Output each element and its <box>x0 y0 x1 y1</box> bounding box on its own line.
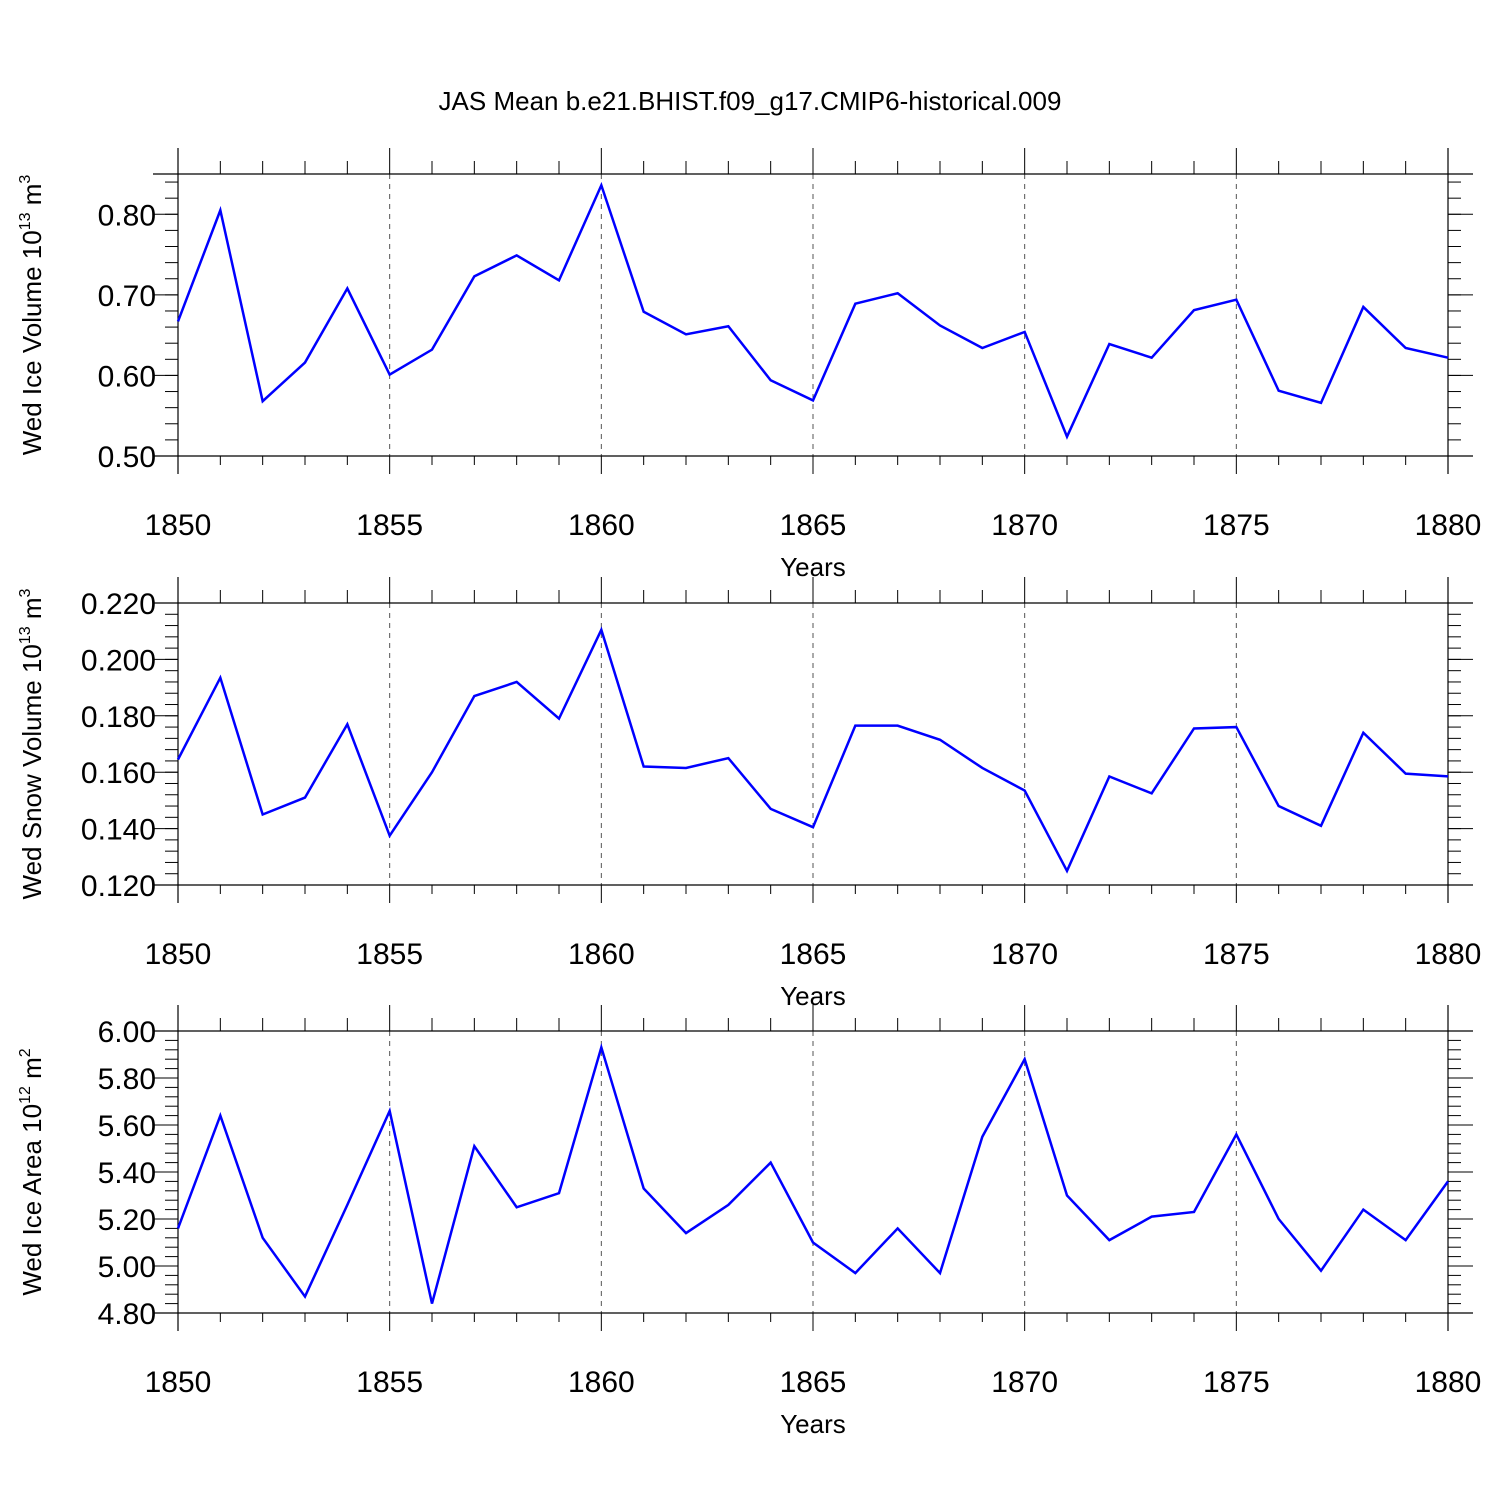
x-tick-label: 1880 <box>1415 938 1482 971</box>
y-axis-label: Wed Ice Area 1012 m2 <box>17 1048 47 1295</box>
x-tick-label: 1860 <box>568 1366 635 1399</box>
y-axis-label: Wed Snow Volume 1013 m3 <box>17 588 47 899</box>
y-tick-label: 0.200 <box>81 644 156 677</box>
x-tick-label: 1855 <box>356 1366 423 1399</box>
x-tick-label: 1875 <box>1203 938 1270 971</box>
x-tick-label: 1865 <box>780 1366 847 1399</box>
x-tick-label: 1880 <box>1415 509 1482 542</box>
x-tick-label: 1850 <box>145 509 212 542</box>
y-tick-label: 0.140 <box>81 814 156 847</box>
x-tick-label: 1880 <box>1415 1366 1482 1399</box>
panel-3: 4.80 5.00 5.20 5.40 5.60 5.80 6.00 1850 1855 1860… <box>17 1005 1481 1439</box>
x-tick-label: 1870 <box>991 1366 1058 1399</box>
figure-title: JAS Mean b.e21.BHIST.f09_g17.CMIP6-histo… <box>439 86 1062 116</box>
y-tick-label: 6.00 <box>98 1016 156 1049</box>
panels-group: 0.50 0.60 0.70 0.80 1850 1855 1860 1865 1870 1875… <box>17 148 1481 1439</box>
y-tick-label: 0.60 <box>98 360 156 393</box>
y-axis-label: Wed Ice Volume 1013 m3 <box>17 175 47 456</box>
y-tick-label: 0.80 <box>98 199 156 232</box>
y-tick-label: 0.180 <box>81 701 156 734</box>
x-tick-label: 1865 <box>780 938 847 971</box>
series-line <box>176 181 1449 440</box>
y-tick-label: 0.120 <box>81 870 156 903</box>
x-tick-label: 1850 <box>145 938 212 971</box>
y-tick-label: 0.220 <box>81 588 156 621</box>
series-line <box>176 626 1449 874</box>
x-tick-label: 1875 <box>1203 1366 1270 1399</box>
y-tick-label: 5.40 <box>98 1157 156 1190</box>
x-tick-label: 1865 <box>780 509 847 542</box>
panel-1: 0.50 0.60 0.70 0.80 1850 1855 1860 1865 1870 1875… <box>17 148 1481 582</box>
y-tick-label: 0.50 <box>98 441 156 474</box>
x-axis-label: Years <box>780 1409 846 1439</box>
y-tick-label: 4.80 <box>98 1298 156 1331</box>
series-line <box>176 1043 1450 1304</box>
y-tick-label: 0.70 <box>98 280 156 313</box>
y-tick-label: 5.80 <box>98 1063 156 1096</box>
panel-2: 0.120 0.140 0.160 0.180 0.200 0.220 1850 1855 18… <box>17 577 1481 1011</box>
x-tick-label: 1850 <box>145 1366 212 1399</box>
x-tick-label: 1870 <box>991 509 1058 542</box>
x-tick-label: 1875 <box>1203 509 1270 542</box>
x-tick-label: 1855 <box>356 938 423 971</box>
y-tick-label: 5.00 <box>98 1251 156 1284</box>
y-tick-label: 0.160 <box>81 757 156 790</box>
x-tick-label: 1860 <box>568 509 635 542</box>
x-tick-label: 1870 <box>991 938 1058 971</box>
x-tick-label: 1855 <box>356 509 423 542</box>
x-tick-label: 1860 <box>568 938 635 971</box>
y-tick-label: 5.60 <box>98 1110 156 1143</box>
y-tick-label: 5.20 <box>98 1204 156 1237</box>
